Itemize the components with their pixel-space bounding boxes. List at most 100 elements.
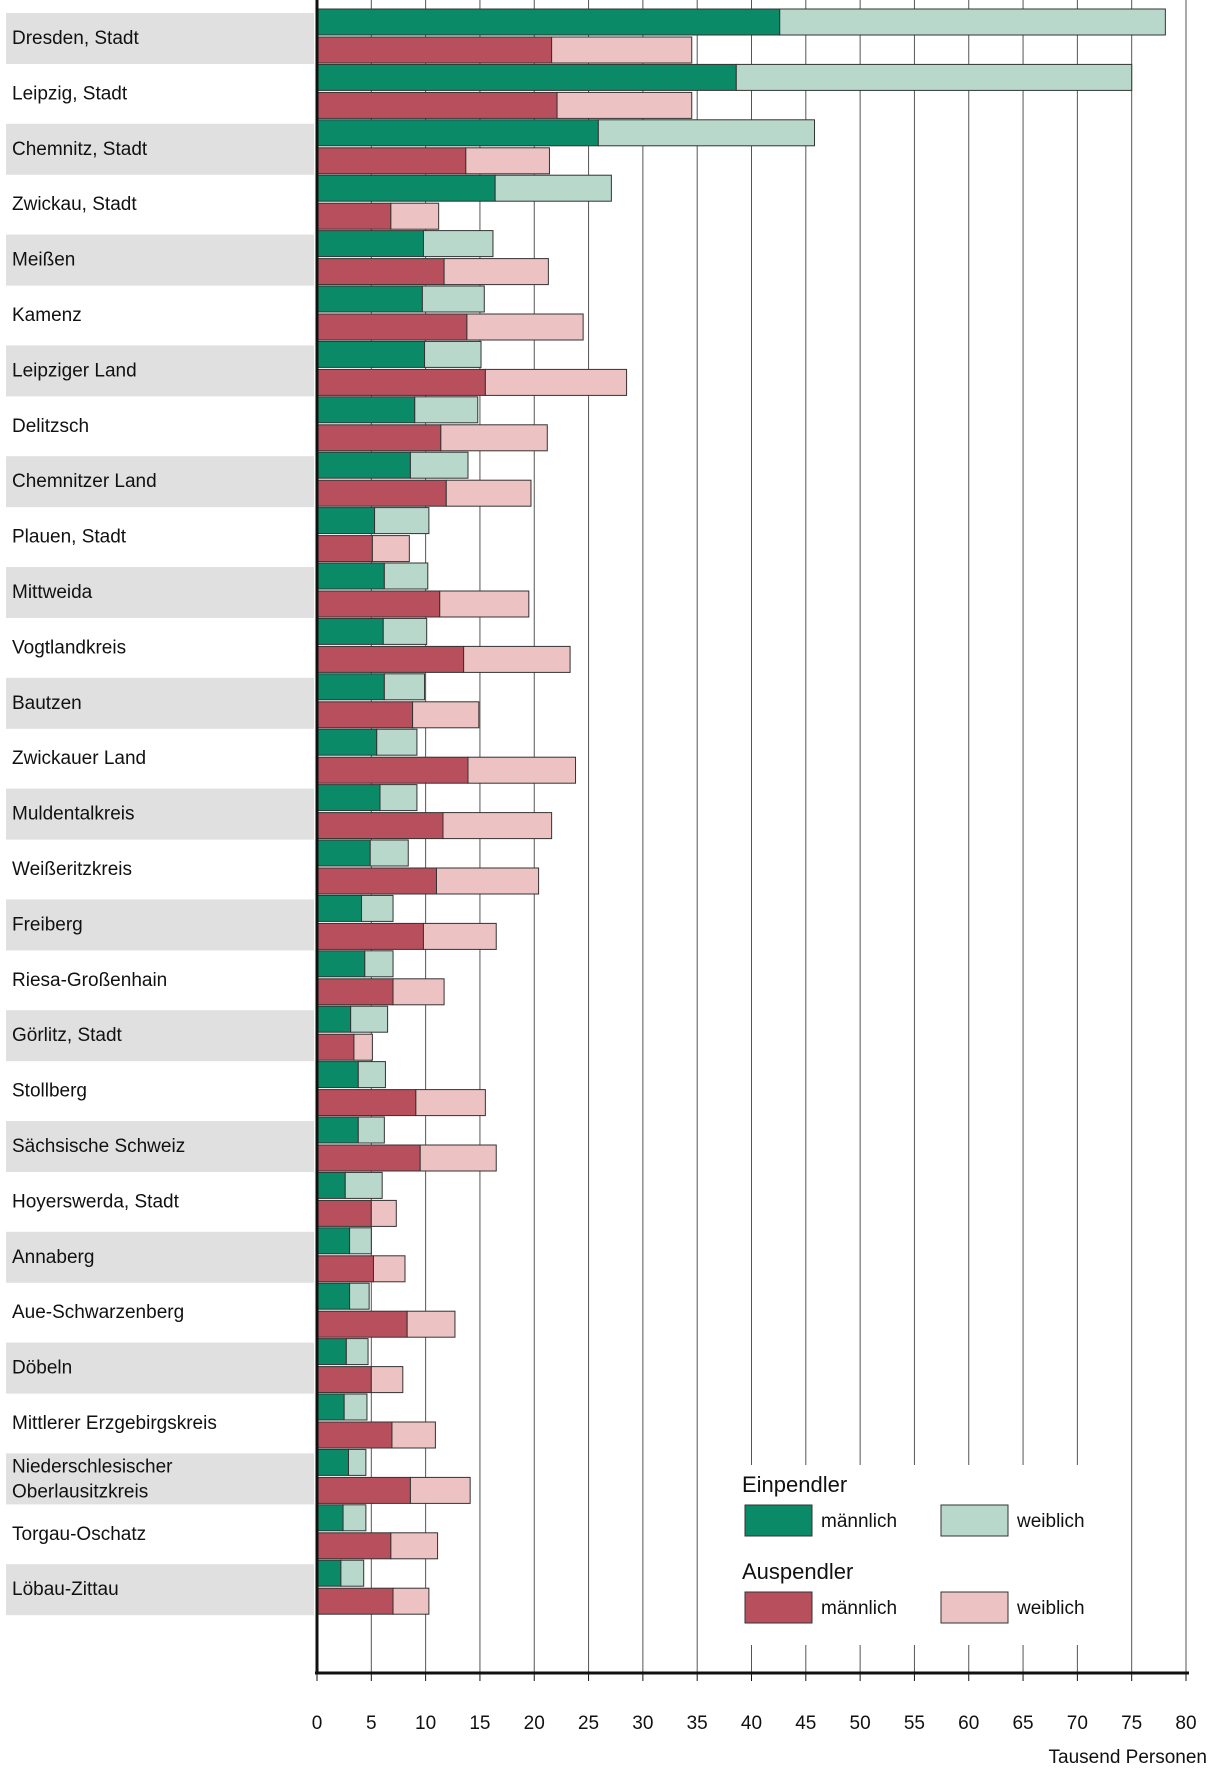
bar-segment [556, 91, 693, 119]
x-axis-label: Tausend Personen [1049, 1747, 1207, 1768]
bar-segment [316, 1504, 344, 1532]
row-band [6, 13, 314, 64]
bar-segment [467, 756, 577, 784]
bar-segment [316, 63, 737, 91]
legend-swatch [940, 1504, 1009, 1537]
bar-segment [316, 590, 441, 618]
bar-segment [342, 1504, 367, 1532]
bar-segment [392, 1587, 430, 1615]
category-label: Delitzsch [12, 416, 89, 437]
bar-segment [316, 1061, 359, 1089]
bar-segment [463, 645, 571, 673]
x-tick-label: 15 [469, 1713, 490, 1734]
category-label: Zwickau, Stadt [12, 194, 137, 215]
x-tick-label: 0 [312, 1713, 323, 1734]
bar-segment [439, 590, 530, 618]
category-label: Muldentalkreis [12, 804, 135, 825]
bar-segment [391, 1421, 436, 1449]
legend-swatch [744, 1504, 813, 1537]
category-label: Weißeritzkreis [12, 859, 132, 880]
category-label: Plauen, Stadt [12, 527, 127, 548]
x-tick-label: 20 [524, 1713, 545, 1734]
bar-segment [343, 1393, 368, 1421]
row-band [6, 1342, 314, 1394]
x-tick-label: 30 [632, 1713, 653, 1734]
bar-segment [376, 728, 418, 756]
legend-title: Auspendler [742, 1559, 853, 1584]
bar-segment [316, 812, 444, 840]
row-band [6, 1231, 314, 1283]
bar-segment [445, 479, 532, 507]
category-label: Torgau-Oschatz [12, 1524, 146, 1545]
bar-segment [422, 922, 497, 950]
category-label: Kamenz [12, 305, 82, 326]
bar-segment [383, 562, 429, 590]
category-label: Dresden, Stadt [12, 28, 139, 49]
bar-segment [349, 1227, 372, 1255]
category-label: Annaberg [12, 1247, 94, 1268]
bar-segment [316, 1338, 347, 1366]
bar-segment [348, 1448, 367, 1476]
bar-segment [551, 36, 693, 64]
row-band [6, 1010, 314, 1062]
row-band [6, 1121, 314, 1172]
bar-segment [316, 784, 381, 812]
bar-segment [414, 396, 479, 424]
category-label: Chemnitzer Land [12, 471, 157, 492]
bar-segment [345, 1338, 369, 1366]
x-tick-label: 35 [687, 1713, 708, 1734]
bar-segment [340, 1559, 365, 1587]
category-label: Niederschlesischer Oberlausitzkreis [12, 1456, 173, 1502]
bar-segment [316, 313, 468, 341]
bar-segment [370, 1366, 404, 1394]
x-tick-label: 80 [1175, 1713, 1196, 1734]
bar-segment [369, 839, 409, 867]
bar-segment [409, 451, 469, 479]
category-label: Riesa-Großenhain [12, 970, 167, 991]
x-tick-label: 5 [366, 1713, 377, 1734]
bar-segment [316, 119, 599, 147]
category-label: Chemnitz, Stadt [12, 139, 148, 160]
bar-segment [357, 1116, 385, 1144]
bar-segment [419, 1144, 497, 1172]
bar-segment [316, 535, 373, 563]
x-tick-label: 75 [1121, 1713, 1142, 1734]
category-label: Bautzen [12, 693, 82, 714]
bar-segment [442, 812, 553, 840]
bar-segment [316, 340, 426, 368]
bar-segment [390, 1532, 439, 1560]
bar-segment [484, 368, 628, 396]
bar-segment [361, 894, 394, 922]
legend-label: weiblich [1016, 1511, 1085, 1532]
category-label: Sächsische Schweiz [12, 1136, 185, 1157]
category-label: Mittweida [12, 582, 93, 603]
bar-segment [372, 1255, 406, 1283]
category-label: Döbeln [12, 1358, 72, 1379]
bar-segment [316, 562, 385, 590]
legend-label: männlich [821, 1511, 897, 1532]
bar-segment [406, 1310, 456, 1338]
category-label: Stollberg [12, 1081, 87, 1102]
category-label: Freiberg [12, 914, 83, 935]
category-label: Meißen [12, 250, 75, 271]
bar-segment [371, 535, 410, 563]
bar-segment [370, 1199, 397, 1227]
row-band [6, 677, 314, 729]
x-tick-label: 50 [850, 1713, 871, 1734]
category-label: Löbau-Zittau [12, 1579, 119, 1600]
bar-segment [353, 1033, 373, 1061]
bar-segment [316, 8, 781, 36]
bar-segment [316, 202, 392, 230]
bar-segment [364, 950, 394, 978]
bar-segment [316, 1448, 350, 1476]
bar-segment [316, 1587, 394, 1615]
bar-segment [390, 202, 440, 230]
category-label: Görlitz, Stadt [12, 1025, 123, 1046]
bar-segment [316, 1116, 359, 1144]
bar-segment [316, 1227, 351, 1255]
bar-segment [316, 1033, 355, 1061]
row-band [6, 567, 314, 618]
bar-segment [316, 230, 424, 258]
bar-segment [316, 1255, 374, 1283]
bar-segment [383, 673, 426, 701]
